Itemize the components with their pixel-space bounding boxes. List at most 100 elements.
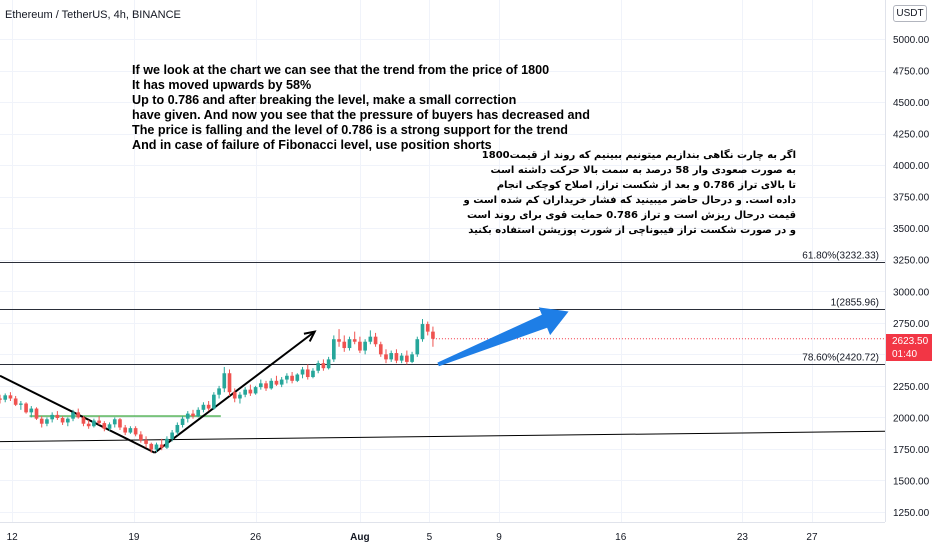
candle-bullish <box>326 356 331 370</box>
candle-body <box>238 394 242 399</box>
candle-bearish <box>8 392 13 402</box>
candle-body <box>269 380 274 389</box>
time-axis[interactable]: 12 19 26 Aug 5 9 16 23 27 <box>7 532 818 543</box>
price-axis-tick-label: 4500.00 <box>893 98 930 109</box>
candle-bullish <box>279 377 284 388</box>
candle-bearish <box>139 431 143 443</box>
candle-bearish <box>0 394 2 404</box>
candle-bearish <box>373 332 378 347</box>
candle-bullish <box>180 416 185 428</box>
price-axis-tick-label: 3250.00 <box>893 256 930 267</box>
candle-body <box>107 424 112 429</box>
candle-body <box>170 432 174 439</box>
candle-bearish <box>133 426 138 437</box>
candle-bullish <box>154 442 159 453</box>
fib-level-label: 1(2855.96) <box>831 298 879 309</box>
candle-body <box>159 444 164 448</box>
candle-body <box>405 355 409 362</box>
price-axis-tick-label: 2000.00 <box>893 413 930 424</box>
candle-body <box>149 443 154 450</box>
time-axis-tick-label: 19 <box>128 532 140 543</box>
price-axis-tick-label: 4250.00 <box>893 130 930 141</box>
candle-body <box>222 373 227 389</box>
fibonacci-levels: 61.80%(3232.33) 1(2855.96) 78.60%(2420.72) <box>0 251 885 365</box>
candle-bearish <box>144 436 148 448</box>
currency-button[interactable]: USDT <box>893 5 927 22</box>
candle-bearish <box>274 375 279 386</box>
candle-bullish <box>65 417 70 427</box>
candle-bullish <box>347 336 352 351</box>
candle-bearish <box>97 416 101 425</box>
candle-bullish <box>19 401 23 410</box>
candle-bullish <box>165 436 169 449</box>
candle-body <box>389 353 394 360</box>
forecast-arrow-shape <box>437 307 569 367</box>
persian-note-line: تا بالای تراز 0.786 و بعد از شکست تراز, … <box>496 180 796 191</box>
candle-bullish <box>332 335 336 362</box>
price-axis[interactable]: 1250.001500.001750.002000.002250.002500.… <box>893 35 930 519</box>
candle-body <box>13 398 18 405</box>
price-axis-tick-label: 1500.00 <box>893 476 930 487</box>
candle-body <box>55 414 60 419</box>
fib-level-label: 61.80%(3232.33) <box>802 251 879 262</box>
candle-body <box>232 392 237 399</box>
trendline-lower-rising <box>0 430 886 443</box>
candle-body <box>118 419 122 428</box>
forecast-arrow <box>437 307 569 367</box>
candle-body <box>206 404 211 409</box>
persian-note-line: به صورت صعودی وار 58 درصد به سمت بالا حر… <box>490 165 796 176</box>
candle-bearish <box>123 424 128 436</box>
time-axis-tick-label: 12 <box>7 532 19 543</box>
candle-bearish <box>394 349 399 364</box>
candle-bearish <box>39 416 44 428</box>
candle-bullish <box>311 368 315 379</box>
candle-body <box>19 403 23 405</box>
candle-bullish <box>3 393 8 403</box>
english-note-line: The price is falling and the level of 0.… <box>132 123 568 138</box>
candle-bullish <box>295 373 300 383</box>
candle-bearish <box>55 411 60 420</box>
trendline-arrowhead <box>303 330 317 342</box>
candle-bullish <box>253 385 258 395</box>
candle-bullish <box>410 351 414 364</box>
price-axis-tick-label: 3500.00 <box>893 224 930 235</box>
candle-bearish <box>159 438 164 451</box>
persian-note-line: قیمت درحال ریزش است و تراز 0.786 حمایت ق… <box>466 210 796 221</box>
candle-bearish <box>248 384 253 396</box>
candle-bullish <box>29 406 34 418</box>
english-note-line: And in case of failure of Fibonacci leve… <box>132 138 492 153</box>
candle-bullish <box>238 392 242 404</box>
candle-body <box>342 341 347 349</box>
candle-body <box>347 339 352 349</box>
fib-level-label: 78.60%(2420.72) <box>802 353 879 364</box>
candle-bearish <box>118 418 122 431</box>
price-axis-tick-label: 2250.00 <box>893 382 930 393</box>
candle-bearish <box>321 359 326 371</box>
candle-bearish <box>431 326 435 347</box>
candle-body <box>185 413 190 419</box>
candle-body <box>128 428 133 433</box>
candle-body <box>123 427 128 433</box>
candle-bearish <box>305 364 310 380</box>
candle-bearish <box>206 401 211 412</box>
candle-body <box>420 324 425 340</box>
candle-body <box>321 363 326 369</box>
candle-countdown: 01:40 <box>892 349 918 360</box>
candle-body <box>394 353 399 361</box>
time-axis-tick-label: 9 <box>496 532 502 543</box>
candle-bullish <box>185 411 190 423</box>
candle-bullish <box>201 402 206 413</box>
candle-body <box>50 414 54 420</box>
candle-bullish <box>107 422 112 431</box>
chart-header-title: Ethereum / TetherUS, 4h, BINANCE <box>5 9 181 21</box>
candle-bullish <box>71 409 75 422</box>
candle-bearish <box>34 407 39 420</box>
price-axis-tick-label: 3000.00 <box>893 287 930 298</box>
candle-bearish <box>405 350 409 365</box>
candle-bullish <box>222 366 227 393</box>
price-axis-tick-label: 3750.00 <box>893 193 930 204</box>
candle-bearish <box>149 442 154 453</box>
grid <box>0 0 885 522</box>
candle-body <box>212 394 216 409</box>
